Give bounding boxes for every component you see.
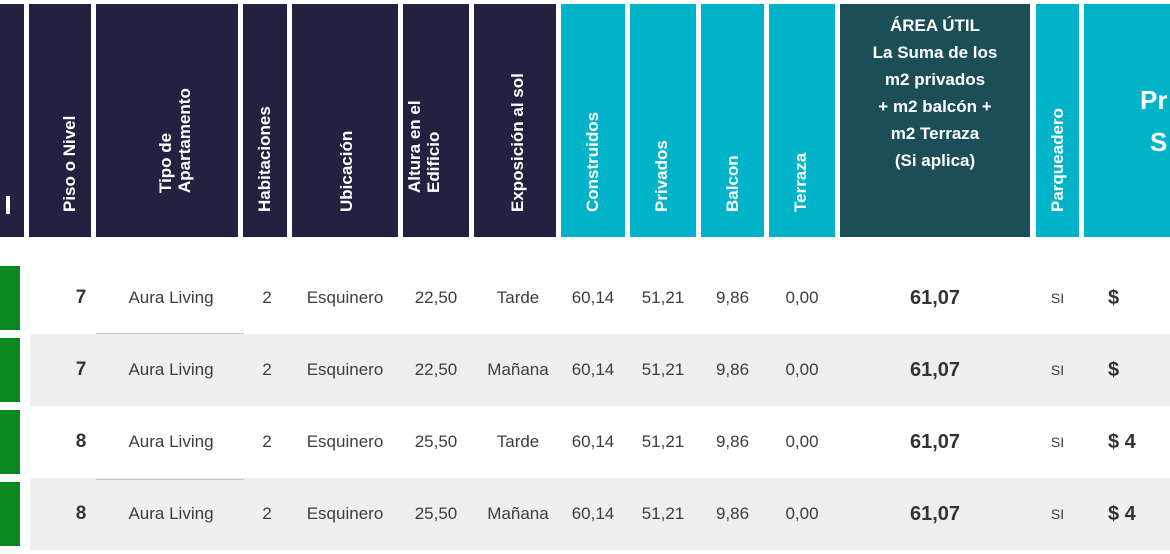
header-terraza: Terraza bbox=[769, 4, 835, 237]
header-tipo-label-2: Apartamento bbox=[174, 88, 194, 193]
cell-balcon: 9,86 bbox=[715, 360, 750, 379]
area-util-line-1: ÁREA ÚTIL bbox=[889, 16, 981, 35]
cell-ubicacion: Esquinero bbox=[306, 432, 384, 451]
cell-exposicion: Tarde bbox=[496, 432, 540, 451]
header-piso: Piso o Nivel bbox=[29, 4, 91, 237]
header-leftmost-cut bbox=[0, 4, 24, 237]
cell-ubicacion: Esquinero bbox=[306, 288, 384, 307]
cell-price: $ 4 bbox=[1108, 431, 1136, 453]
cell-area: 61,07 bbox=[909, 359, 961, 381]
cell-exposicion: Tarde bbox=[496, 288, 540, 307]
header-precio-partial: Pr S bbox=[1084, 4, 1170, 237]
cell-altura: 22,50 bbox=[414, 288, 458, 307]
cell-tipo: Aura Living bbox=[128, 504, 214, 523]
header-piso-label: Piso o Nivel bbox=[60, 115, 79, 212]
cell-parqueadero: SI bbox=[1050, 434, 1065, 450]
cell-piso: 7 bbox=[75, 287, 87, 308]
table-row: 7 Aura Living 2 Esquinero 22,50 Tarde 60,14 51,… bbox=[0, 262, 1170, 334]
cell-hab: 2 bbox=[262, 288, 272, 307]
cell-hab: 2 bbox=[262, 432, 272, 451]
header-habitaciones-label: Habitaciones bbox=[255, 106, 275, 212]
header-parqueadero-label: Parqueadero bbox=[1048, 108, 1067, 212]
cell-tipo: Aura Living bbox=[128, 360, 214, 379]
cell-piso: 8 bbox=[75, 431, 87, 452]
cell-altura: 25,50 bbox=[414, 432, 458, 451]
cell-terraza: 0,00 bbox=[785, 504, 819, 523]
header-area-util: ÁREA ÚTIL La Suma de los m2 privados + m… bbox=[840, 4, 1030, 237]
header-altura: Altura en el Edificio bbox=[403, 4, 469, 237]
cell-altura: 25,50 bbox=[414, 504, 458, 523]
cell-privados: 51,21 bbox=[641, 288, 685, 307]
header-tipo-label-1: Tipo de bbox=[155, 132, 175, 193]
cell-piso: 8 bbox=[75, 503, 87, 524]
area-util-line-3: m2 privados bbox=[884, 70, 986, 89]
cell-parqueadero: SI bbox=[1050, 506, 1065, 522]
area-util-line-4: + m2 balcón + bbox=[878, 97, 992, 116]
header-construidos: Construidos bbox=[561, 4, 625, 237]
cell-privados: 51,21 bbox=[641, 432, 685, 451]
cell-parqueadero: SI bbox=[1050, 290, 1065, 306]
header-precio-text-1: Pr bbox=[1140, 85, 1168, 115]
cell-privados: 51,21 bbox=[641, 504, 685, 523]
cell-balcon: 9,86 bbox=[715, 288, 750, 307]
cell-altura: 22,50 bbox=[414, 360, 458, 379]
header-exposicion-label: Exposición al sol bbox=[508, 73, 527, 212]
header-precio-text-2: S bbox=[1150, 127, 1168, 157]
table-row: 8 Aura Living 2 Esquinero 25,50 Tarde 60,14 51,… bbox=[0, 406, 1170, 478]
header-altura-label-1: Altura en el bbox=[405, 100, 424, 193]
cell-piso: 7 bbox=[75, 359, 87, 380]
cell-tipo: Aura Living bbox=[128, 432, 214, 451]
cell-hab: 2 bbox=[262, 504, 272, 523]
header-tipo: Tipo de Apartamento bbox=[96, 4, 238, 237]
row-status-marker bbox=[0, 482, 20, 546]
cell-price: $ 4 bbox=[1108, 503, 1136, 525]
header-ubicacion: Ubicación bbox=[292, 4, 398, 237]
header-exposicion: Exposición al sol bbox=[474, 4, 556, 237]
cell-terraza: 0,00 bbox=[785, 288, 819, 307]
cell-tipo: Aura Living bbox=[128, 288, 214, 307]
cell-balcon: 9,86 bbox=[715, 432, 750, 451]
cell-parqueadero: SI bbox=[1050, 362, 1065, 378]
header-balcon: Balcon bbox=[701, 4, 764, 237]
cell-construidos: 60,14 bbox=[571, 360, 615, 379]
header-construidos-label: Construidos bbox=[583, 111, 602, 212]
header-habitaciones: Habitaciones bbox=[243, 4, 287, 237]
header-altura-label-2: Edificio bbox=[424, 131, 443, 193]
header-balcon-label: Balcon bbox=[723, 155, 742, 212]
area-util-line-2: La Suma de los bbox=[872, 43, 998, 62]
cell-price: $ bbox=[1108, 359, 1120, 381]
table-row: 7 Aura Living 2 Esquinero 22,50 Mañana 60,14 51… bbox=[0, 334, 1170, 406]
area-util-line-6: (Si aplica) bbox=[894, 151, 976, 170]
cell-construidos: 60,14 bbox=[571, 504, 615, 523]
cell-exposicion: Mañana bbox=[487, 360, 549, 379]
cell-terraza: 0,00 bbox=[785, 360, 819, 379]
area-util-line-5: m2 Terraza bbox=[890, 124, 980, 143]
header-parqueadero: Parqueadero bbox=[1036, 4, 1079, 237]
cell-area: 61,07 bbox=[909, 431, 961, 453]
table-row: 8 Aura Living 2 Esquinero 25,50 Mañana 60,14 51… bbox=[0, 478, 1170, 550]
cell-terraza: 0,00 bbox=[785, 432, 819, 451]
cell-construidos: 60,14 bbox=[571, 288, 615, 307]
row-status-marker bbox=[0, 410, 20, 474]
cell-price: $ bbox=[1108, 287, 1120, 309]
cell-separator bbox=[96, 333, 244, 334]
header-privados: Privados bbox=[630, 4, 696, 237]
cell-ubicacion: Esquinero bbox=[306, 504, 384, 523]
cell-balcon: 9,86 bbox=[715, 504, 750, 523]
cell-hab: 2 bbox=[262, 360, 272, 379]
cell-exposicion: Mañana bbox=[487, 504, 549, 523]
cell-area: 61,07 bbox=[909, 503, 961, 525]
header-terraza-label: Terraza bbox=[791, 152, 810, 212]
cell-privados: 51,21 bbox=[641, 360, 685, 379]
cell-area: 61,07 bbox=[909, 287, 961, 309]
cell-separator bbox=[96, 479, 244, 480]
header-ubicacion-label: Ubicación bbox=[336, 130, 356, 212]
header-privados-label: Privados bbox=[652, 140, 671, 212]
row-status-marker bbox=[0, 338, 20, 402]
cell-construidos: 60,14 bbox=[571, 432, 615, 451]
row-status-marker bbox=[0, 266, 20, 330]
cell-ubicacion: Esquinero bbox=[306, 360, 384, 379]
